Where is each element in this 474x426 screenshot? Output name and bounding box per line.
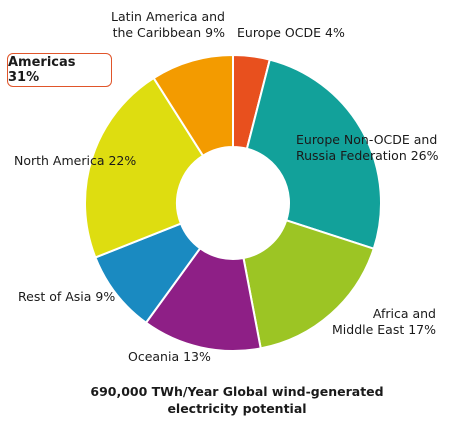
slice-7 [152,53,234,158]
slice-label-4: Oceania 13% [128,349,211,364]
slice-label-2-line-1: Europe Non-OCDE and [296,132,437,147]
slice-label-3-line-1: Africa and [373,306,436,321]
slice-label-5: Rest of Asia 9% [18,289,115,304]
americas-callout: Americas 31% [7,53,112,87]
slice-label-3: Africa and Middle East 17% [332,306,436,337]
slice-label-7: Latin America and the Caribbean 9% [111,9,225,40]
slice-labels-group: Europe OCDE 4% Europe Non-OCDE and Russia … [14,9,439,364]
caption-line-2: electricity potential [167,401,306,416]
slice-label-6-line-1: North America 22% [14,153,136,168]
slice-2 [245,58,382,250]
slice-label-2-line-2: Russia Federation 26% [296,148,439,163]
slice-6 [84,76,205,259]
slice-label-6: North America 22% [14,153,136,168]
slice-label-1-line-1: Europe OCDE 4% [237,25,345,40]
slices-group [84,53,382,352]
slice-label-3-line-2: Middle East 17% [332,322,436,337]
caption-line-1: 690,000 TWh/Year Global wind-generated [90,384,383,399]
slice-label-7-line-1: Latin America and [111,9,225,24]
slice-label-5-line-1: Rest of Asia 9% [18,289,115,304]
slice-label-4-line-1: Oceania 13% [128,349,211,364]
slice-label-2: Europe Non-OCDE and Russia Federation 26% [296,132,439,163]
slice-3 [242,219,376,350]
slice-label-1: Europe OCDE 4% [237,25,345,40]
slice-label-7-line-2: the Caribbean 9% [113,25,226,40]
